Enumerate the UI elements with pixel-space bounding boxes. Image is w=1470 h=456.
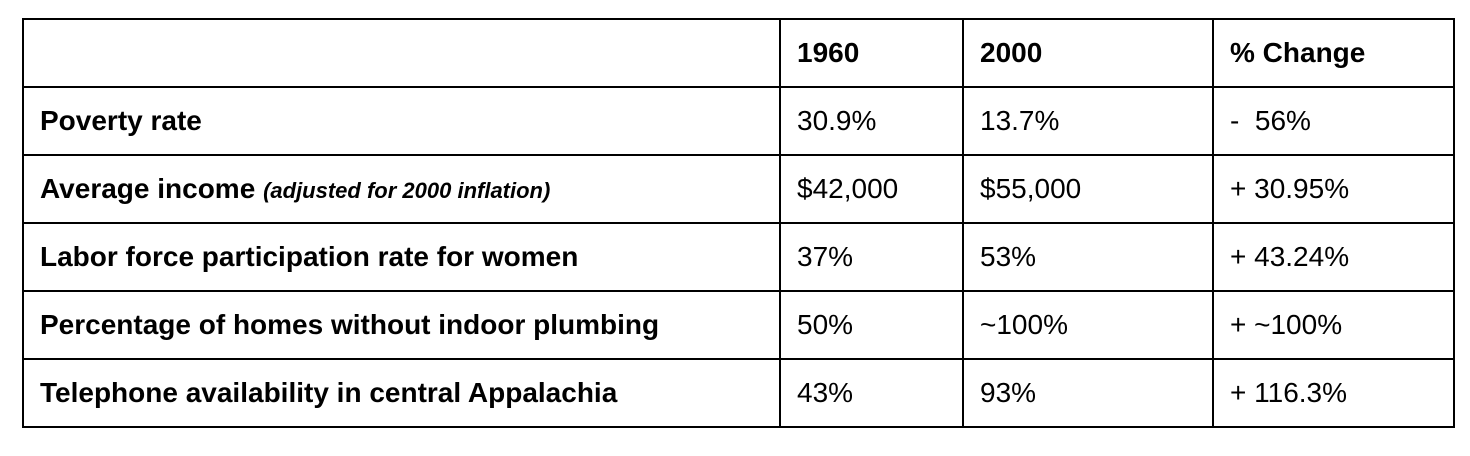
table-row: Labor force participation rate for women… [22,222,1455,292]
column-header: 1960 [779,18,964,88]
value-cell: $42,000 [779,154,964,224]
table-row: Average income (adjusted for 2000 inflat… [22,154,1455,224]
table-row: Telephone availability in central Appala… [22,358,1455,428]
row-note: (adjusted for 2000 inflation) [263,178,551,203]
value-cell: 30.9% [779,86,964,156]
row-label-cell: Percentage of homes without indoor plumb… [22,290,781,360]
value-cell: + 43.24% [1212,222,1455,292]
value-cell: 13.7% [962,86,1214,156]
row-label: Labor force participation rate for women [40,241,579,272]
value-cell: + 116.3% [1212,358,1455,428]
table-row: Poverty rate 30.9% 13.7% - 56% [22,86,1455,156]
value-cell: $55,000 [962,154,1214,224]
value-cell: 53% [962,222,1214,292]
row-label: Poverty rate [40,105,202,136]
row-label-cell: Poverty rate [22,86,781,156]
row-label: Average income [40,173,256,204]
row-label-cell: Labor force participation rate for women [22,222,781,292]
value-cell: 37% [779,222,964,292]
row-label: Telephone availability in central Appala… [40,377,618,408]
value-cell: 43% [779,358,964,428]
row-label: Percentage of homes without indoor plumb… [40,309,660,340]
column-header: 2000 [962,18,1214,88]
table-row: Percentage of homes without indoor plumb… [22,290,1455,360]
corner-cell [22,18,781,88]
data-table: 1960 2000% Change Poverty rate 30.9% 13.7% - … [22,18,1455,428]
row-label-cell: Average income (adjusted for 2000 inflat… [22,154,781,224]
value-cell: 93% [962,358,1214,428]
row-label-cell: Telephone availability in central Appala… [22,358,781,428]
column-header: % Change [1212,18,1455,88]
value-cell: 50% [779,290,964,360]
value-cell: + 30.95% [1212,154,1455,224]
header-row: 1960 2000% Change [22,18,1455,88]
value-cell: - 56% [1212,86,1455,156]
value-cell: + ~100% [1212,290,1455,360]
table-body: 1960 2000% Change Poverty rate 30.9% 13.7% - … [22,18,1455,428]
value-cell: ~100% [962,290,1214,360]
